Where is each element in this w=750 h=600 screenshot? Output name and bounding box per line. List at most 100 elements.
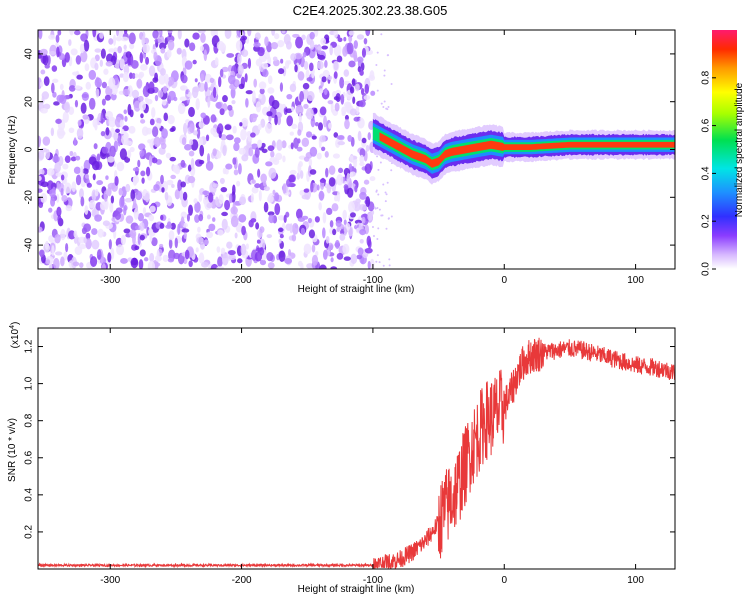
noise-blob — [199, 144, 205, 157]
noise-blob — [145, 56, 150, 65]
noise-blob — [319, 135, 326, 143]
noise-blob — [235, 40, 243, 52]
noise-blob — [225, 163, 233, 170]
noise-blob — [213, 87, 217, 99]
noise-blob — [322, 227, 326, 239]
noise-blob — [341, 106, 347, 115]
noise-blob — [60, 174, 65, 181]
noise-blob — [152, 30, 159, 39]
noise-blob — [215, 196, 219, 206]
noise-blob — [40, 181, 49, 188]
noise-blob — [159, 222, 165, 229]
noise-blob — [186, 213, 190, 222]
noise-blob — [349, 154, 354, 163]
noise-blob — [56, 181, 60, 190]
noise-blob — [56, 206, 62, 217]
noise-blob — [194, 201, 201, 213]
noise-blob — [68, 39, 72, 46]
noise-blob — [302, 51, 307, 58]
noise-blob — [123, 109, 127, 115]
noise-blob — [343, 36, 347, 42]
noise-blob — [318, 88, 324, 94]
noise-blob — [119, 119, 124, 128]
noise-blob — [115, 36, 122, 42]
noise-blob — [364, 247, 373, 254]
noise-blob — [308, 229, 316, 239]
noise-blob — [329, 45, 333, 56]
noise-blob — [224, 124, 232, 131]
noise-blob — [62, 111, 69, 123]
noise-blob — [181, 137, 187, 146]
noise-blob — [265, 161, 273, 167]
noise-blob — [354, 83, 360, 92]
noise-blob — [354, 219, 363, 225]
noise-blob — [222, 144, 227, 157]
noise-blob — [206, 231, 214, 239]
noise-blob — [309, 31, 315, 40]
noise-blob — [200, 73, 205, 82]
noise-blob — [348, 201, 355, 214]
noise-blob — [267, 145, 275, 152]
noise-blob — [281, 140, 287, 149]
noise-blob — [233, 142, 240, 152]
noise-blob — [171, 183, 175, 189]
noise-blob — [334, 239, 340, 249]
noise-blob — [93, 143, 98, 150]
noise-blob — [317, 46, 322, 51]
noise-blob — [88, 199, 96, 209]
noise-blob — [289, 131, 295, 136]
noise-blob — [108, 239, 112, 250]
noise-blob — [180, 216, 185, 227]
noise-blob — [116, 161, 125, 172]
noise-blob — [138, 259, 144, 269]
noise-blob — [336, 55, 343, 63]
noise-blob — [122, 88, 130, 96]
noise-blob — [342, 243, 350, 255]
noise-blob — [238, 83, 245, 90]
noise-blob — [172, 164, 180, 174]
noise-dot — [382, 183, 385, 186]
noise-blob — [180, 85, 185, 91]
noise-blob — [232, 184, 236, 196]
colorbar-tick-label: 0.4 — [701, 166, 712, 180]
noise-blob — [170, 222, 176, 230]
noise-blob — [299, 190, 305, 196]
noise-blob — [250, 113, 259, 119]
noise-blob — [149, 231, 153, 243]
noise-blob — [201, 43, 210, 56]
noise-blob — [130, 189, 136, 202]
noise-blob — [48, 34, 56, 40]
noise-blob — [159, 42, 167, 50]
noise-blob — [174, 237, 178, 249]
noise-blob — [343, 184, 349, 190]
noise-blob — [116, 244, 125, 256]
noise-blob — [198, 122, 205, 129]
noise-dot — [376, 155, 379, 158]
noise-blob — [91, 239, 100, 250]
noise-blob — [99, 201, 108, 211]
snr-panel: -300 -200 -100 0 100 0.2 0.4 0.6 0.8 1.0 1.2 Heig… — [7, 322, 676, 595]
noise-blob — [206, 214, 211, 220]
noise-blob — [289, 223, 293, 234]
noise-blob — [180, 159, 186, 168]
noise-blob — [221, 253, 229, 266]
noise-blob — [255, 58, 263, 67]
noise-blob — [57, 214, 62, 225]
noise-blob — [62, 163, 69, 170]
noise-blob — [157, 35, 165, 45]
noise-blob — [301, 194, 310, 200]
noise-blob — [334, 102, 340, 112]
noise-dot — [376, 51, 379, 54]
noise-blob — [86, 182, 92, 188]
noise-blob — [313, 107, 318, 114]
noise-blob — [347, 187, 354, 198]
noise-blob — [110, 247, 115, 260]
noise-blob — [279, 234, 284, 239]
noise-blob — [269, 156, 278, 163]
noise-blob — [101, 263, 107, 269]
noise-blob — [139, 52, 144, 64]
noise-blob — [95, 88, 100, 98]
noise-blob — [160, 47, 166, 54]
noise-blob — [314, 122, 319, 127]
noise-blob — [265, 123, 273, 134]
